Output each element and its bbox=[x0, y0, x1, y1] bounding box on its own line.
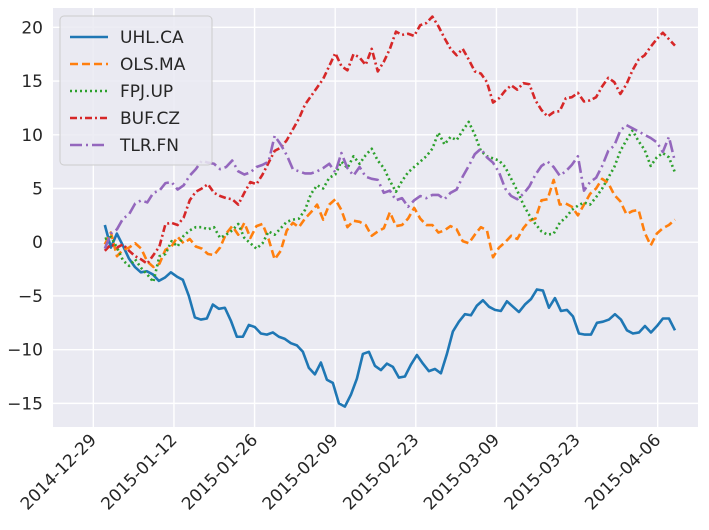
series-line-tlr-fn bbox=[103, 123, 677, 250]
x-tick-label: 2015-03-09 bbox=[420, 430, 504, 514]
legend-label: FPJ.UP bbox=[120, 82, 173, 102]
y-tick-label: −15 bbox=[7, 394, 43, 414]
y-tick-label: −10 bbox=[7, 341, 43, 361]
y-tick-label: 20 bbox=[21, 18, 43, 38]
y-tick-label: 15 bbox=[21, 72, 43, 92]
x-tick-label: 2015-01-12 bbox=[97, 430, 181, 514]
legend-label: BUF.CZ bbox=[120, 109, 180, 129]
legend-box bbox=[59, 15, 213, 166]
legend-label: UHL.CA bbox=[120, 28, 184, 48]
y-tick-label: 0 bbox=[32, 233, 43, 253]
x-tick-label: 2014-12-29 bbox=[17, 430, 101, 514]
x-tick-label: 2015-04-06 bbox=[581, 430, 665, 514]
legend: UHL.CA OLS.MA FPJ.UP BUF.CZ TLR.FN bbox=[59, 15, 213, 166]
x-tick-label: 2015-03-23 bbox=[501, 430, 585, 514]
y-tick-label: 5 bbox=[32, 179, 43, 199]
y-tick-label: −5 bbox=[18, 287, 43, 307]
x-tick-label: 2015-02-23 bbox=[339, 430, 423, 514]
series-line-buf-cz bbox=[103, 15, 676, 265]
series-lines bbox=[103, 15, 677, 408]
series-line-uhl-ca bbox=[103, 224, 677, 408]
series-line-fpj-up bbox=[104, 120, 677, 284]
x-tick-label: 2015-02-09 bbox=[259, 430, 343, 514]
legend-label: OLS.MA bbox=[120, 55, 186, 75]
x-tick-label: 2015-01-26 bbox=[178, 430, 262, 514]
series-line-ols-ma bbox=[103, 177, 676, 269]
legend-label: TLR.FN bbox=[119, 136, 179, 156]
y-tick-label: 10 bbox=[21, 126, 43, 146]
